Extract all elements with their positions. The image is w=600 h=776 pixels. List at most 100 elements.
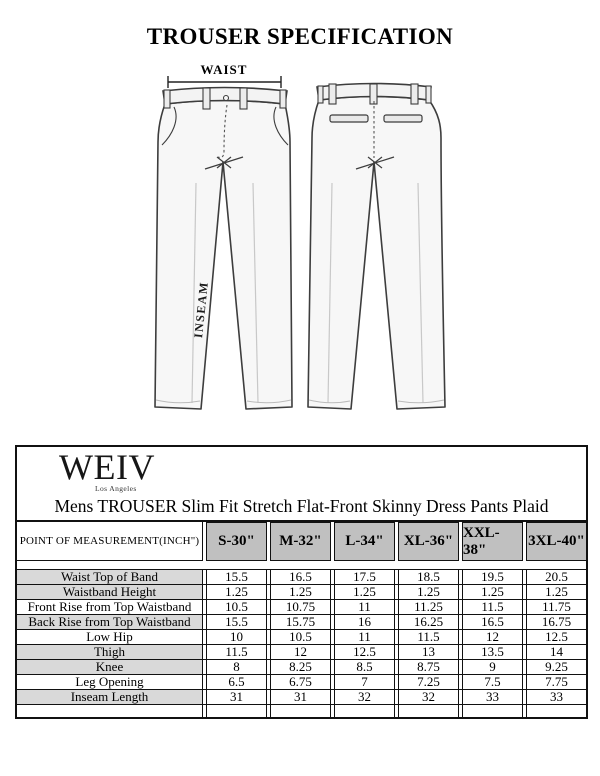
measurement-value: 15.5 (206, 570, 267, 585)
front-right-pocket (273, 106, 289, 146)
measurement-value: 16.25 (398, 615, 459, 630)
spec-table: POINT OF MEASUREMENT(INCH") S-30" M-32" … (17, 522, 586, 718)
measurement-value: 31 (206, 690, 267, 705)
measurement-value: 1.25 (398, 585, 459, 600)
back-crotch-mark (355, 156, 395, 170)
measurement-value: 15.5 (206, 615, 267, 630)
page-title: TROUSER SPECIFICATION (146, 24, 454, 49)
spec-box: WEIV Los Angeles Mens TROUSER Slim Fit S… (15, 445, 588, 720)
table-row: Low Hip 10 10.5 11 11.5 12 12.5 (17, 630, 586, 646)
trouser-front-view: INSEAM (154, 86, 293, 410)
front-right-crease (252, 182, 259, 404)
measurement-value: 1.25 (334, 585, 395, 600)
measurement-value: 18.5 (398, 570, 459, 585)
front-crotch-mark (204, 156, 244, 170)
measurement-value: 31 (270, 690, 331, 705)
measurement-value: 20.5 (526, 570, 586, 585)
measurement-value: 6.75 (270, 675, 331, 690)
row-label: Knee (17, 660, 203, 675)
measurement-value: 17.5 (334, 570, 395, 585)
measurement-value: 7.75 (526, 675, 586, 690)
measurement-value: 13.5 (462, 645, 523, 660)
measurement-value: 1.25 (462, 585, 523, 600)
back-welt-pocket-right (383, 114, 423, 123)
table-row: Back Rise from Top Waistband 15.5 15.75 … (17, 615, 586, 631)
measurement-value: 11.5 (462, 600, 523, 615)
measurement-value: 13 (398, 645, 459, 660)
measurement-value: 6.5 (206, 675, 267, 690)
measurement-value: 9.25 (526, 660, 586, 675)
table-row: Waistband Height 1.25 1.25 1.25 1.25 1.2… (17, 585, 586, 601)
front-button (222, 94, 230, 102)
trouser-sketch-svg: WAIST (154, 62, 446, 410)
size-header-cell: M-32" (270, 522, 331, 562)
row-label: Front Rise from Top Waistband (17, 600, 203, 615)
measurement-value: 19.5 (462, 570, 523, 585)
measurement-value: 16 (334, 615, 395, 630)
table-row: Waist Top of Band 15.5 16.5 17.5 18.5 19… (17, 569, 586, 586)
row-label: Waist Top of Band (17, 570, 203, 585)
table-row: Inseam Length 31 31 32 32 33 33 (17, 690, 586, 706)
fly-stitch-line (217, 104, 228, 158)
back-right-crease (417, 182, 424, 404)
measurement-value: 8.25 (270, 660, 331, 675)
measurement-value: 11.5 (398, 630, 459, 645)
measurement-value: 8 (206, 660, 267, 675)
front-belt-loops (163, 87, 287, 110)
front-left-hem (155, 399, 201, 404)
table-row: Knee 8 8.25 8.5 8.75 9 9.25 (17, 660, 586, 676)
measurement-value: 1.25 (526, 585, 586, 600)
table-header-row: POINT OF MEASUREMENT(INCH") S-30" M-32" … (17, 522, 586, 562)
measurement-value: 1.25 (270, 585, 331, 600)
measurement-value: 11 (334, 600, 395, 615)
measurement-value: 1.25 (206, 585, 267, 600)
row-label: Low Hip (17, 630, 203, 645)
back-belt-loops (317, 83, 432, 105)
measurement-value: 12 (270, 645, 331, 660)
measurement-value: 11.75 (526, 600, 586, 615)
measurement-value: 33 (462, 690, 523, 705)
row-label: Inseam Length (17, 690, 203, 705)
measurement-value: 12.5 (334, 645, 395, 660)
size-header-cell: XXL-38" (462, 522, 523, 562)
size-header-cell: L-34" (334, 522, 395, 562)
measurement-value: 12.5 (526, 630, 586, 645)
empty-row (17, 705, 586, 718)
brand-logo: WEIV (59, 447, 155, 487)
size-header-cell: S-30" (206, 522, 267, 562)
waist-label: WAIST (201, 62, 248, 77)
measurement-value: 14 (526, 645, 586, 660)
measurement-value: 10.75 (270, 600, 331, 615)
front-right-hem (246, 399, 292, 404)
row-label: Leg Opening (17, 675, 203, 690)
waist-dimension-line (167, 76, 282, 88)
measurement-value: 16.5 (270, 570, 331, 585)
brand-subtitle: Los Angeles (95, 484, 137, 494)
front-left-pocket (161, 106, 177, 146)
measurement-value: 33 (526, 690, 586, 705)
measurement-value: 9 (462, 660, 523, 675)
inseam-label: INSEAM (191, 280, 211, 338)
size-header-cell: 3XL-40" (526, 522, 586, 562)
measurement-value: 11.25 (398, 600, 459, 615)
measurement-value: 10.5 (206, 600, 267, 615)
measurement-value: 12 (462, 630, 523, 645)
row-label: Thigh (17, 645, 203, 660)
header-spacer (17, 561, 586, 569)
measurement-header-cell: POINT OF MEASUREMENT(INCH") (17, 522, 203, 562)
measurement-value: 32 (398, 690, 459, 705)
measurement-value: 7 (334, 675, 395, 690)
product-title: Mens TROUSER Slim Fit Stretch Flat-Front… (17, 495, 586, 523)
row-label: Waistband Height (17, 585, 203, 600)
back-left-crease (327, 182, 333, 404)
measurement-value: 32 (334, 690, 395, 705)
table-row: Front Rise from Top Waistband 10.5 10.75… (17, 600, 586, 616)
measurement-value: 11 (334, 630, 395, 645)
brand-block: WEIV Los Angeles (17, 447, 586, 495)
back-welt-pocket-left (329, 114, 369, 123)
measurement-value: 16.5 (462, 615, 523, 630)
measurement-value: 7.25 (398, 675, 459, 690)
row-label: Back Rise from Top Waistband (17, 615, 203, 630)
front-left-crease (191, 182, 197, 404)
